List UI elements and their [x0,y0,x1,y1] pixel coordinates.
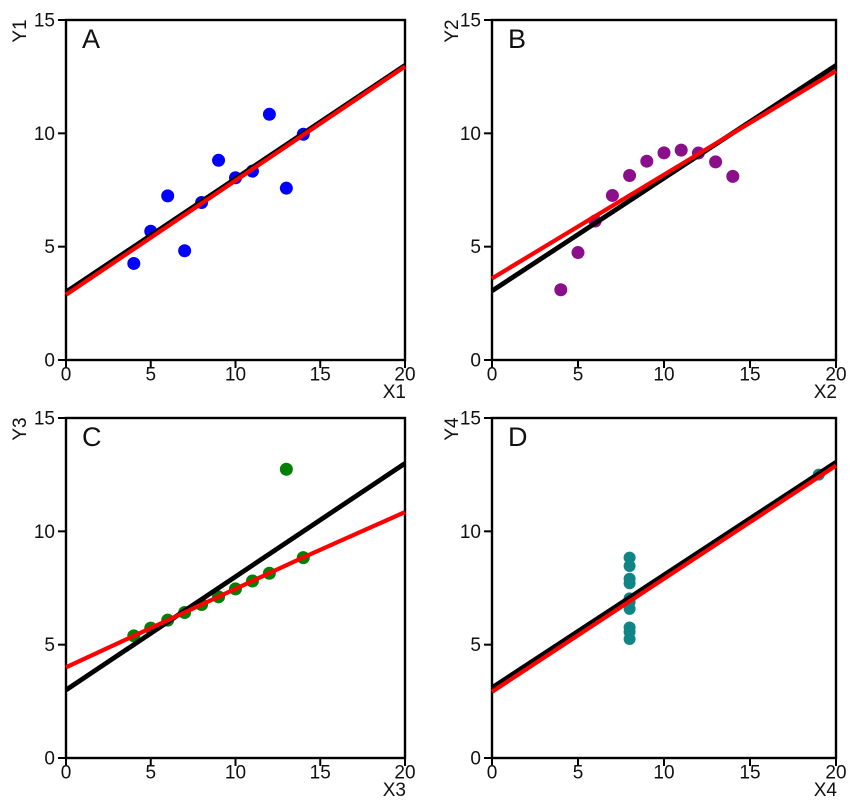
panel-a-chart: 0 5 10 15 20 0 5 10 15 X1 Y1 A [10,11,416,404]
least-squares-line [490,460,838,690]
data-point [605,188,619,202]
x-tick-label: 10 [225,763,246,784]
y-tick-label: 0 [470,351,481,372]
x-tick-label: 5 [573,763,584,784]
data-point [127,256,141,270]
panel-c-chart: 0 5 10 15 20 0 5 10 15 X3 Y3 C [10,409,416,802]
panel-c: 0 5 10 15 20 0 5 10 15 X3 Y3 C [0,405,432,809]
x-tick-label: 5 [145,763,156,784]
x-tick-label: 5 [573,365,584,386]
data-point [279,462,293,476]
y-tick-label: 5 [44,635,55,656]
x-tick-label: 15 [739,365,760,386]
y-axis-label: Y4 [442,417,463,441]
x-axis-label: X4 [814,780,838,801]
y-tick-label: 10 [460,124,481,145]
data-point [623,560,636,573]
data-point [554,283,568,297]
y-tick-label: 10 [460,522,481,543]
plot-frame [64,18,407,362]
x-tick-label: 0 [487,365,498,386]
least-squares-line [490,63,838,293]
panel-d-chart: 0 5 10 15 20 0 5 10 15 X4 Y4 D [442,409,847,802]
panel-a: 0 5 10 15 20 0 5 10 15 X1 Y1 A [0,0,432,405]
x-tick-label: 5 [145,365,156,386]
panel-label: D [508,422,528,452]
y-tick-label: 5 [470,635,481,656]
x-axis-label: X1 [383,382,406,403]
y-axis-label: Y3 [10,417,31,440]
x-tick-label: 0 [61,365,72,386]
y-tick-label: 5 [44,237,55,258]
x-tick-label: 10 [225,365,246,386]
y-tick-label: 15 [460,409,481,430]
data-point [623,625,636,638]
x-tick-label: 10 [653,763,674,784]
y-tick-label: 15 [34,11,55,32]
y-axis-label: Y2 [442,19,463,42]
x-tick-label: 20 [394,365,415,386]
data-point [623,572,636,585]
data-point [262,107,276,121]
data-point [279,181,293,195]
trend-line [490,69,838,281]
panel-label: B [508,24,526,54]
x-tick-label: 20 [825,763,846,784]
trend-line [65,510,406,670]
y-tick-label: 0 [470,749,481,770]
x-axis-label: X3 [383,780,406,801]
y-tick-label: 15 [34,409,55,430]
x-axis-label: X2 [814,382,837,403]
x-tick-label: 15 [310,365,331,386]
x-tick-label: 10 [653,365,674,386]
panel-b: 0 5 10 15 20 0 5 10 15 X2 Y2 B [432,0,864,405]
y-tick-label: 10 [34,522,55,543]
data-point [709,155,723,169]
data-point [726,169,740,183]
y-tick-label: 0 [44,351,55,372]
x-tick-label: 15 [310,763,331,784]
data-point [178,244,192,258]
y-tick-label: 0 [44,749,55,770]
x-tick-label: 0 [487,763,498,784]
trend-line [490,463,838,694]
trend-line [64,64,407,297]
data-point [657,146,671,160]
x-tick-label: 0 [61,763,72,784]
data-point [640,154,654,168]
y-tick-label: 10 [34,124,55,145]
y-tick-label: 5 [470,237,481,258]
x-tick-label: 15 [739,763,760,784]
data-point [623,168,637,182]
least-squares-line [64,461,407,692]
data-point [571,246,585,260]
panel-label: A [82,24,100,54]
x-tick-label: 20 [825,365,846,386]
data-point [212,153,226,167]
y-axis-label: Y1 [10,19,31,42]
panel-d: 0 5 10 15 20 0 5 10 15 X4 Y4 D [432,405,864,809]
plot-frame [490,18,838,362]
panel-b-chart: 0 5 10 15 20 0 5 10 15 X2 Y2 B [442,11,847,404]
data-point [623,551,636,564]
panel-label: C [82,422,102,452]
plot-frame [490,416,838,760]
y-tick-label: 15 [460,11,481,32]
data-point [674,143,688,157]
x-tick-label: 20 [394,763,415,784]
data-point [161,189,175,203]
